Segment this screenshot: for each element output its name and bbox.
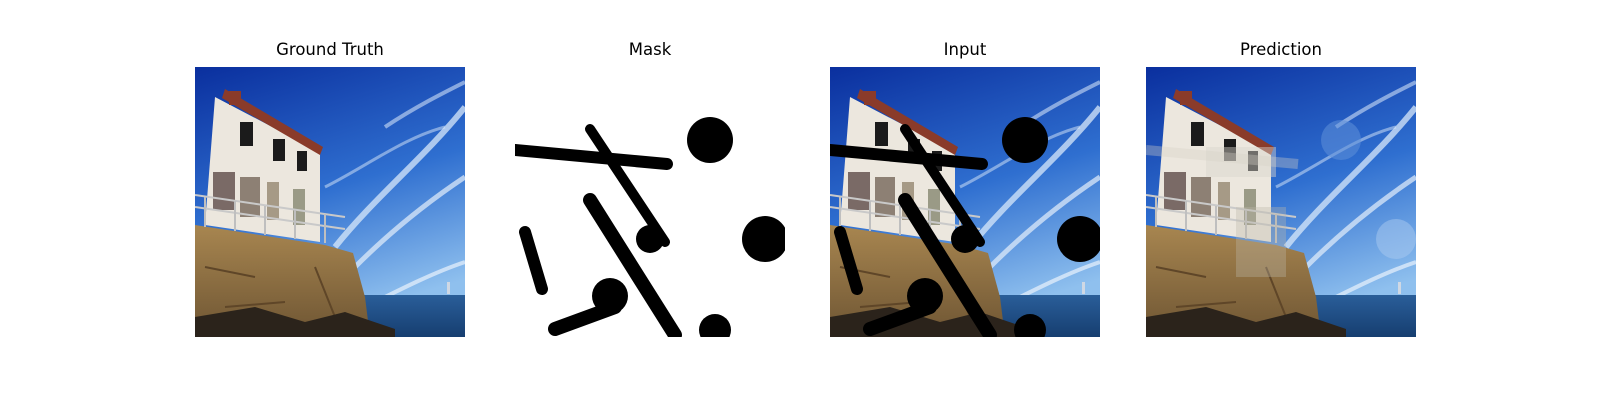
- panel-input: Input: [830, 0, 1100, 400]
- mask-image: [515, 67, 785, 337]
- ground-truth-image: [195, 67, 465, 337]
- panel-title: Input: [943, 40, 987, 59]
- panel-title: Mask: [628, 40, 672, 59]
- panel-ground-truth: Ground Truth: [195, 0, 465, 400]
- panel-mask: Mask: [515, 0, 785, 400]
- panel-prediction: Prediction: [1146, 0, 1416, 400]
- prediction-image: [1146, 67, 1416, 337]
- panel-title: Prediction: [1240, 40, 1322, 59]
- panel-title: Ground Truth: [276, 40, 384, 59]
- input-image: [830, 67, 1100, 337]
